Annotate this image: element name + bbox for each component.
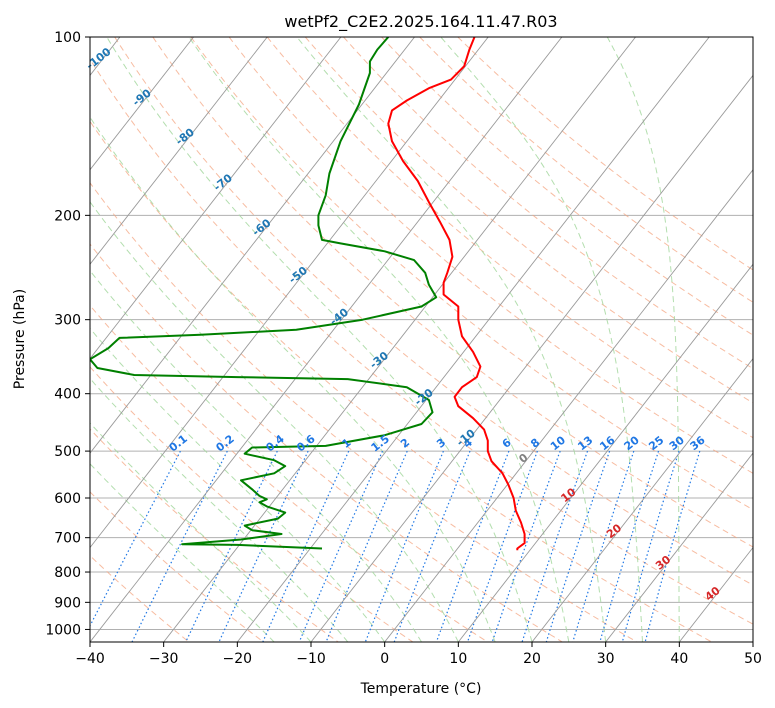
moist-adiabat (606, 37, 680, 642)
isotherm-line (90, 37, 268, 265)
isotherm-line (310, 74, 753, 642)
y-tick-label: 700 (54, 531, 81, 547)
moist-adiabat (296, 37, 607, 642)
isotherm-line (236, 37, 710, 642)
x-tick-label: −20 (223, 651, 253, 667)
y-tick-label: 800 (54, 565, 81, 581)
moist-adiabat (90, 327, 386, 642)
x-tick-label: 20 (523, 651, 541, 667)
y-tick-label: 100 (54, 30, 81, 46)
dewpoint-profile (90, 37, 438, 550)
mixing-ratio-line (621, 450, 680, 642)
x-tick-label: −30 (149, 651, 179, 667)
y-tick-label: 1000 (45, 622, 81, 638)
dry-adiabat (90, 243, 563, 642)
mixing-ratio-line (545, 450, 611, 642)
mixing-ratio-line (521, 450, 589, 642)
dry-adiabat (114, 37, 753, 586)
dry-adiabat (90, 491, 264, 642)
isotherm-line (384, 169, 753, 642)
dry-adiabat (90, 304, 488, 642)
x-tick-label: 50 (744, 651, 762, 667)
y-tick-label: 400 (54, 387, 81, 403)
x-axis-label: Temperature (°C) (360, 681, 482, 697)
dry-adiabat (152, 37, 753, 548)
x-tick-label: 30 (597, 651, 615, 667)
moist-adiabat (106, 37, 533, 642)
mixing-ratio-line (218, 450, 309, 642)
dry-adiabat (90, 58, 753, 625)
isotherm-line (457, 263, 753, 642)
temperature-profile (387, 37, 526, 551)
dry-adiabat (266, 37, 753, 439)
x-tick-label: 0 (380, 651, 389, 667)
moist-adiabat (188, 37, 570, 642)
y-tick-label: 600 (54, 491, 81, 507)
moist-adiabat (440, 37, 643, 642)
isotherm-line (90, 37, 342, 360)
isotherm-line (163, 37, 636, 642)
mixing-ratio-line (644, 450, 701, 642)
x-tick-label: −10 (296, 651, 326, 667)
plot-frame (89, 36, 754, 643)
moist-adiabat (90, 463, 275, 642)
y-tick-label: 500 (54, 444, 81, 460)
mixing-ratio-line (90, 450, 181, 628)
y-axis-label: Pressure (hPa) (12, 289, 28, 389)
dry-adiabat (381, 37, 753, 336)
isotherm-line (90, 37, 194, 171)
moist-adiabat (90, 269, 422, 642)
moist-adiabat (90, 201, 459, 642)
moist-adiabat (90, 116, 496, 642)
y-tick-label: 300 (54, 313, 81, 329)
mixing-ratio-line (364, 450, 444, 642)
x-tick-label: −40 (75, 651, 105, 667)
x-tick-label: 10 (449, 651, 467, 667)
y-tick-label: 900 (54, 595, 81, 611)
mixing-ratio-line (185, 450, 278, 642)
y-tick-label: 200 (54, 208, 81, 224)
dry-adiabat (457, 37, 753, 271)
isotherm-line (531, 357, 753, 642)
dry-adiabat (228, 37, 753, 474)
dry-adiabat (90, 182, 638, 642)
dry-adiabat (343, 37, 753, 370)
isotherm-line (605, 452, 753, 642)
mixing-ratio-line (466, 450, 538, 642)
isotherm-line (90, 37, 563, 642)
isotherm-line (90, 37, 415, 454)
x-tick-label: 40 (670, 651, 688, 667)
dry-adiabat (190, 37, 753, 511)
moist-adiabat (90, 422, 312, 642)
mixing-ratio-line (435, 450, 510, 642)
isotherm-line (90, 37, 489, 549)
chart-title: wetPf2_C2E2.2025.164.11.47.R03 (284, 12, 557, 32)
dry-adiabat (304, 37, 753, 404)
